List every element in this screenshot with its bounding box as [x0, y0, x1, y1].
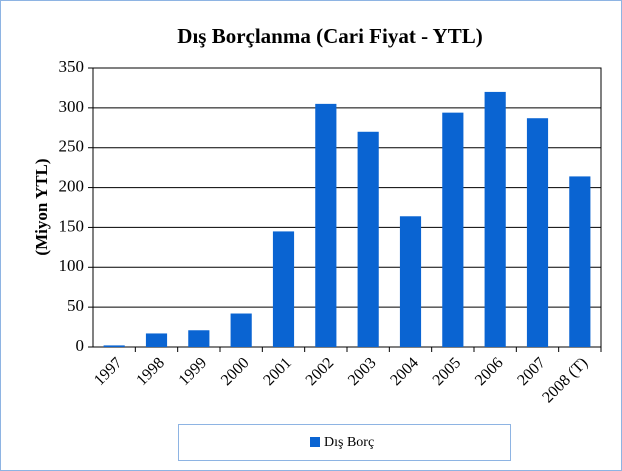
y-tick-label: 50 — [67, 296, 84, 315]
bar — [569, 176, 591, 347]
bar — [145, 333, 168, 347]
bar — [103, 345, 125, 347]
bar — [188, 330, 210, 347]
bar — [230, 313, 252, 347]
y-tick-label: 250 — [59, 137, 85, 156]
y-tick-label: 150 — [59, 216, 85, 235]
bar — [272, 231, 295, 347]
bar — [526, 118, 549, 347]
y-tick-label: 100 — [59, 256, 85, 275]
y-axis-label: (Miyon YTL) — [32, 158, 51, 255]
chart-title: Dış Borçlanma (Cari Fiyat - YTL) — [177, 24, 482, 48]
legend-swatch — [310, 437, 320, 447]
y-tick-label: 350 — [59, 57, 85, 76]
bar — [484, 91, 506, 348]
bar — [442, 112, 464, 347]
y-tick-label: 0 — [76, 336, 85, 355]
legend-box — [178, 424, 511, 461]
y-tick-label: 300 — [59, 97, 85, 116]
bar — [399, 216, 422, 347]
bar — [357, 131, 379, 347]
legend-label: Dış Borç — [324, 435, 374, 450]
bar — [315, 103, 337, 347]
y-tick-label: 200 — [59, 176, 85, 195]
